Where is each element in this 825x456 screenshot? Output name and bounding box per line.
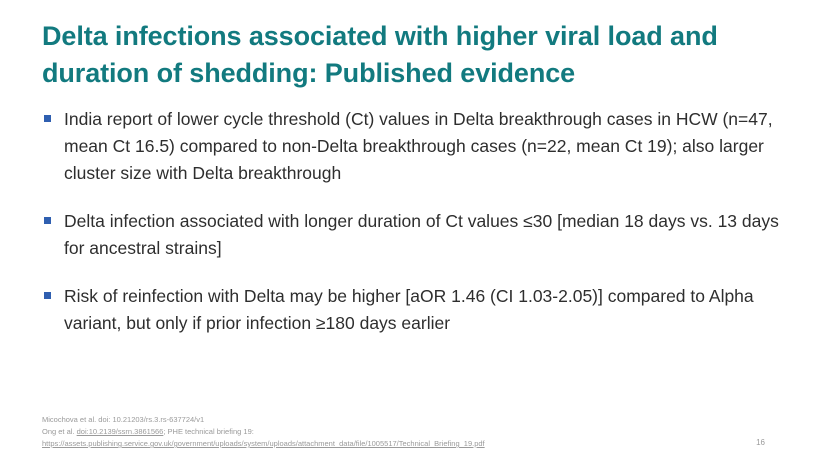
square-bullet-icon xyxy=(44,217,51,224)
square-bullet-icon xyxy=(44,115,51,122)
bullet-item: Delta infection associated with longer d… xyxy=(42,208,802,262)
reference-text: Ong et al. xyxy=(42,427,77,436)
reference-line: Ong et al. doi:10.2139/ssrn.3861566; PHE… xyxy=(42,426,682,438)
bullet-text: Risk of reinfection with Delta may be hi… xyxy=(64,286,754,333)
bullet-text: Delta infection associated with longer d… xyxy=(64,211,779,258)
technical-briefing-link[interactable]: https://assets.publishing.service.gov.uk… xyxy=(42,439,485,448)
bullet-list: India report of lower cycle threshold (C… xyxy=(42,106,802,337)
doi-link[interactable]: doi:10.2139/ssrn.3861566 xyxy=(76,427,164,436)
bullet-item: India report of lower cycle threshold (C… xyxy=(42,106,802,187)
square-bullet-icon xyxy=(44,292,51,299)
reference-line: Micochova et al. doi: 10.21203/rs.3.rs-6… xyxy=(42,415,205,424)
bullet-item: Risk of reinfection with Delta may be hi… xyxy=(42,283,802,337)
references: Micochova et al. doi: 10.21203/rs.3.rs-6… xyxy=(42,414,682,450)
reference-text: ; PHE technical briefing 19: xyxy=(163,427,254,436)
slide-title: Delta infections associated with higher … xyxy=(42,21,718,88)
page-number: 16 xyxy=(756,438,765,447)
bullet-text: India report of lower cycle threshold (C… xyxy=(64,109,773,183)
